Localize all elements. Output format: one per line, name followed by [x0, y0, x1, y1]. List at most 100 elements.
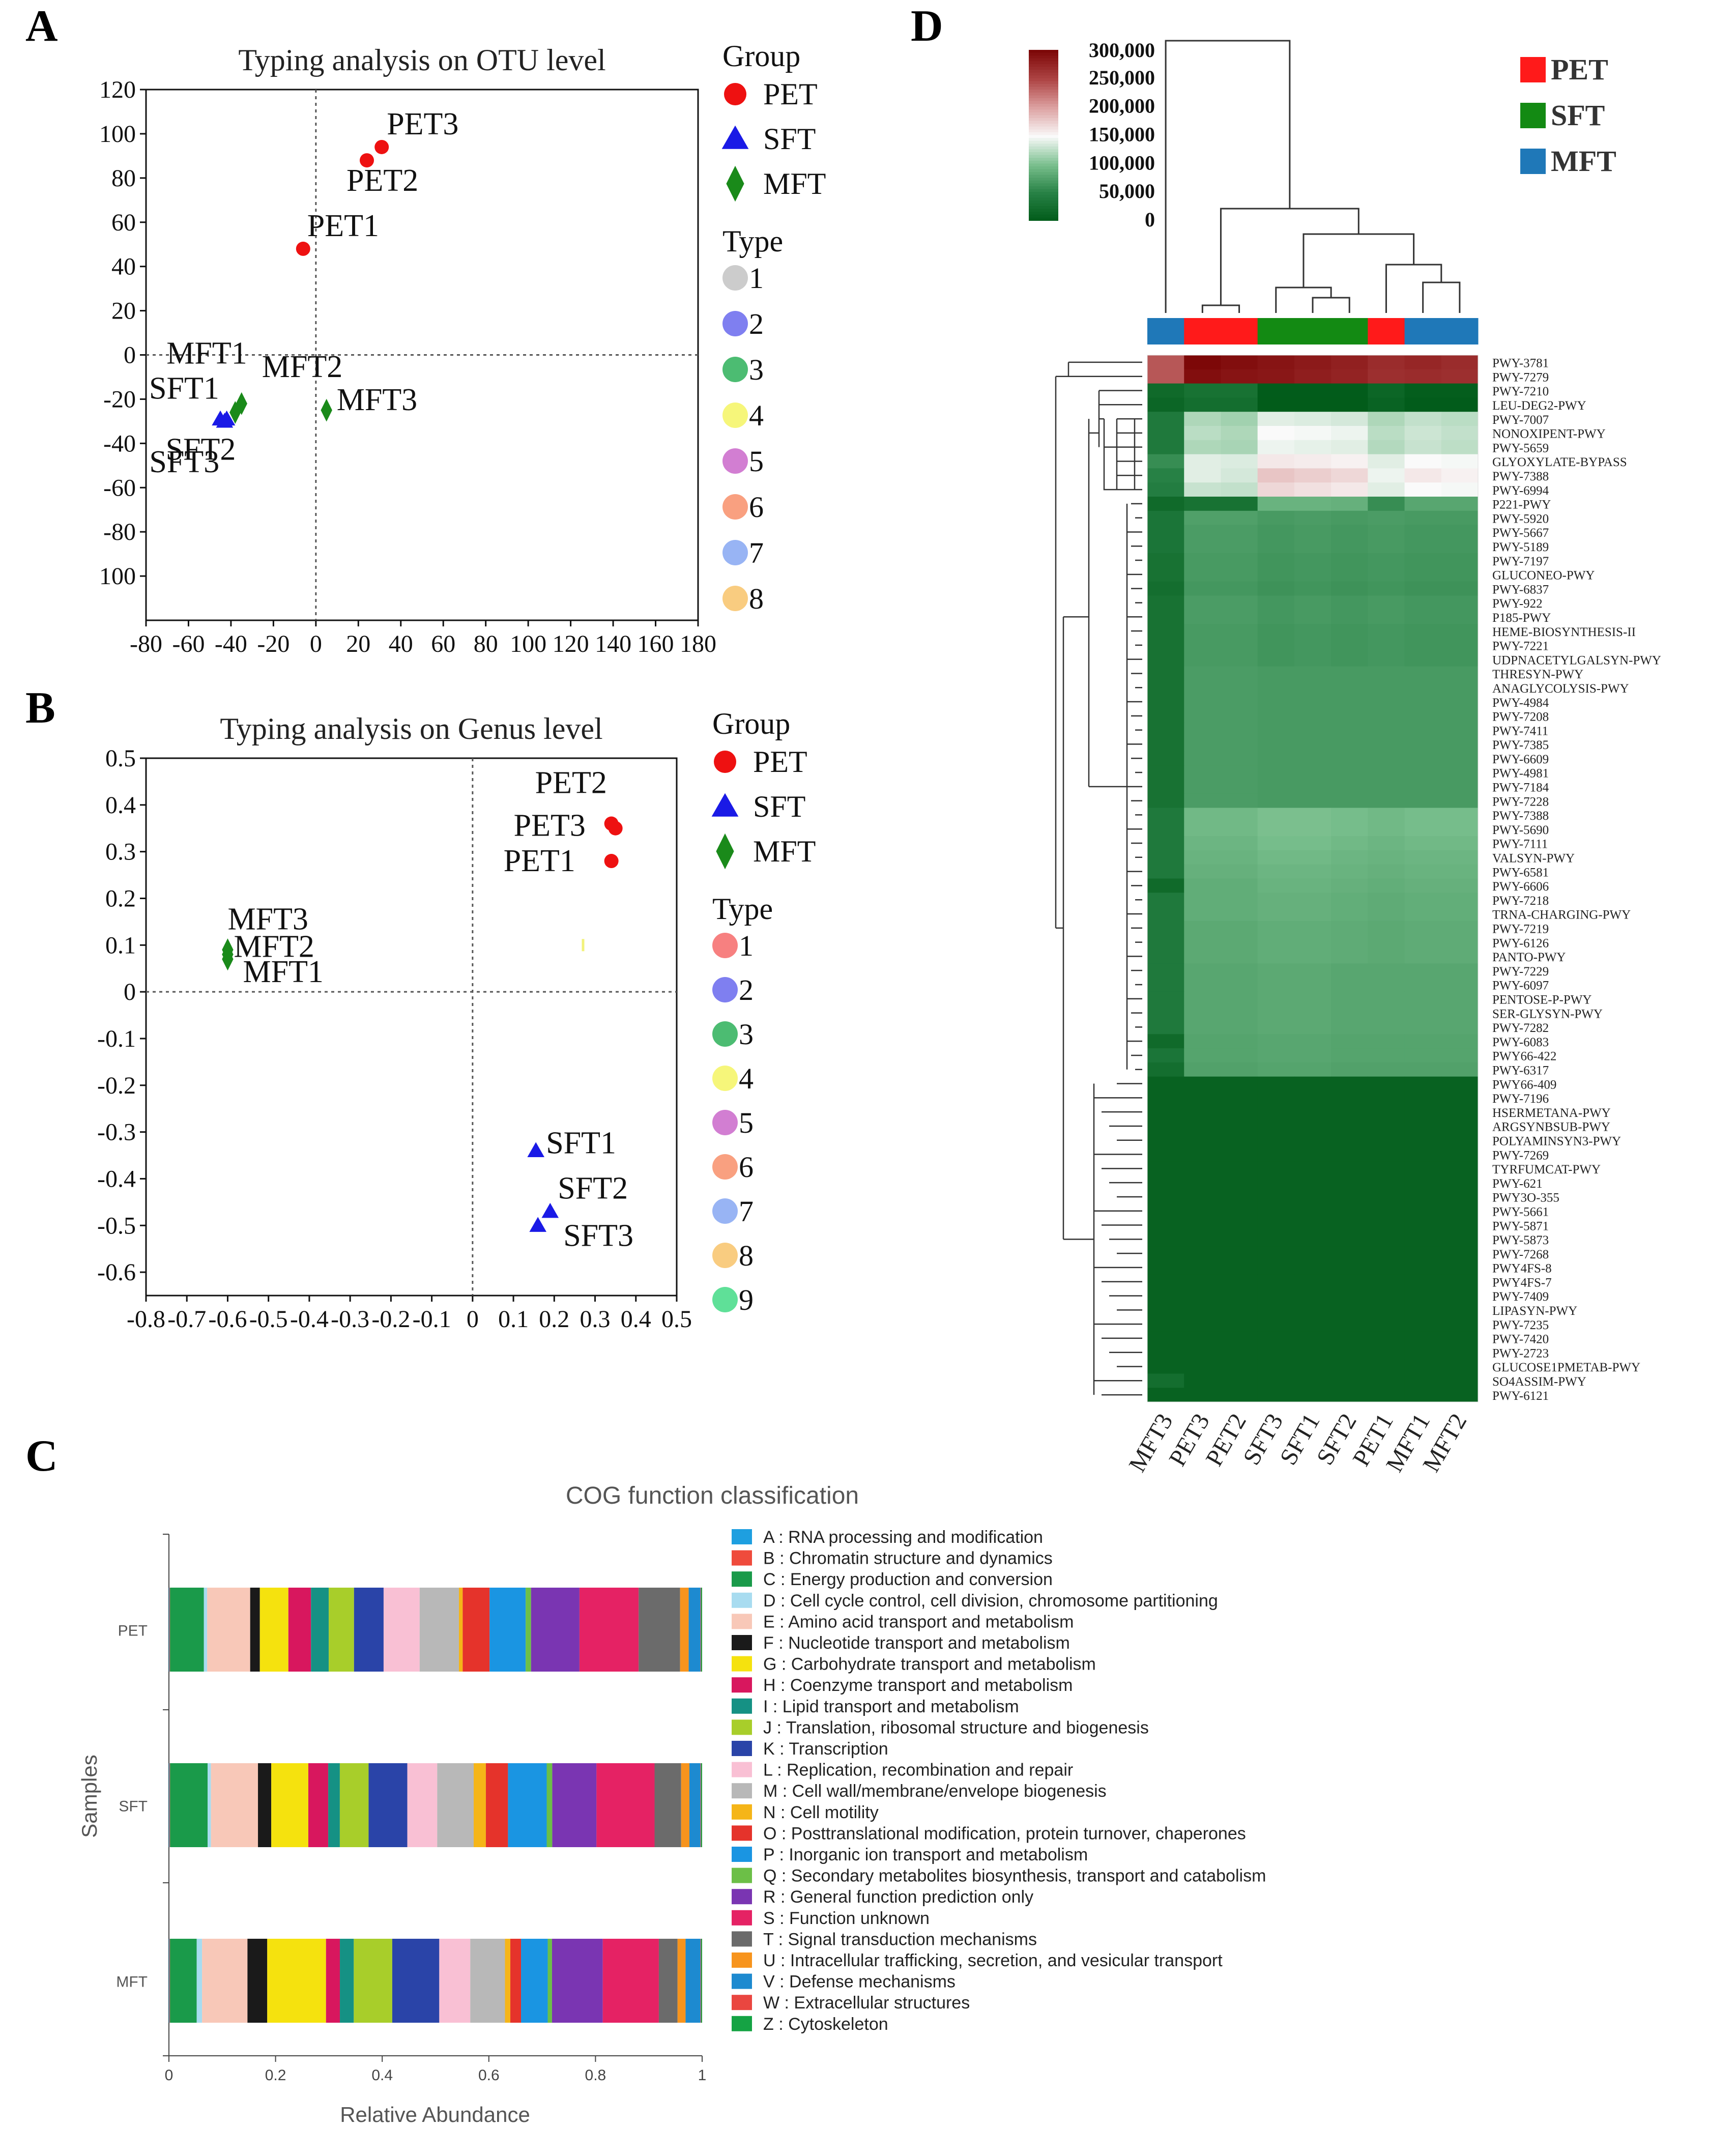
heatmap-cell — [1331, 1006, 1368, 1020]
plot-frame — [145, 757, 678, 1297]
bar-segment-p-pet — [489, 1588, 526, 1672]
bar-segment-n-pet — [459, 1588, 463, 1672]
heatmap-cell — [1257, 822, 1295, 837]
heatmap-cell — [1147, 355, 1184, 370]
point-label: SFT1 — [546, 1126, 616, 1160]
heatmap-cell — [1404, 695, 1442, 709]
point-label: MFT2 — [234, 930, 314, 964]
bar-segment-g-pet — [259, 1588, 288, 1672]
group-strip-cell — [1331, 318, 1368, 344]
colorbar-segment — [1029, 200, 1058, 204]
legend-swatch-b — [732, 1550, 752, 1566]
heatmap-cell — [1221, 468, 1258, 483]
heatmap-cell — [1368, 440, 1405, 455]
heatmap-cell — [1368, 1232, 1405, 1247]
x-tick-label: -0.6 — [208, 1306, 247, 1333]
bar-segment-r-pet — [531, 1588, 580, 1672]
heatmap-cell — [1331, 1119, 1368, 1134]
heatmap-cell — [1184, 1232, 1221, 1247]
heatmap-cell — [1331, 539, 1368, 554]
row-label: PWY-7229 — [1492, 965, 1549, 979]
heatmap-cell — [1221, 1345, 1258, 1360]
heatmap-cell — [1184, 638, 1221, 653]
legend-label: H : Coenzyme transport and metabolism — [763, 1676, 1073, 1695]
heatmap-cell — [1294, 949, 1332, 964]
legend-type-swatch — [722, 540, 748, 565]
heatmap-cell — [1441, 779, 1479, 794]
heatmap-cell — [1368, 1345, 1405, 1360]
heatmap-cell — [1404, 567, 1442, 582]
bar-segment-l-sft — [407, 1763, 438, 1847]
heatmap-cell — [1147, 949, 1184, 964]
heatmap-cell — [1221, 1034, 1258, 1049]
heatmap-cell — [1294, 1331, 1332, 1346]
heatmap-cell — [1441, 1232, 1479, 1247]
heatmap-cell — [1184, 793, 1221, 809]
heatmap-cell — [1221, 751, 1258, 766]
heatmap-cell — [1184, 369, 1221, 384]
heatmap-cell — [1257, 1119, 1295, 1134]
heatmap-cell — [1404, 1048, 1442, 1063]
legend-type-label: 2 — [739, 973, 754, 1007]
x-tick-label: -0.3 — [331, 1306, 369, 1333]
legend-type-swatch — [712, 1287, 738, 1312]
bar-segment-k-sft — [368, 1763, 408, 1847]
heatmap-cell — [1147, 850, 1184, 865]
heatmap-cell — [1331, 1260, 1368, 1275]
chart-title: COG function classification — [566, 1482, 859, 1509]
heatmap-cell — [1441, 737, 1479, 752]
heatmap-cell — [1147, 1359, 1184, 1374]
legend-swatch-d — [732, 1592, 752, 1608]
heatmap-cell — [1294, 1006, 1332, 1020]
colorbar-segment — [1029, 160, 1058, 164]
column-label: SFT1 — [1275, 1409, 1325, 1470]
heatmap-cell — [1368, 355, 1405, 370]
heatmap-cell — [1147, 425, 1184, 441]
colorbar-segment — [1029, 175, 1058, 179]
legend-swatch-i — [732, 1698, 752, 1714]
heatmap-cell — [1147, 454, 1184, 469]
row-label: PWY-7218 — [1492, 894, 1549, 908]
heatmap-cell — [1184, 1048, 1221, 1063]
heatmap-cell — [1294, 1345, 1332, 1360]
heatmap-cell — [1257, 1274, 1295, 1289]
y-tick-label: 0.3 — [105, 839, 136, 866]
point-label: SFT3 — [563, 1218, 633, 1253]
y-tick-label: -0.1 — [97, 1025, 136, 1052]
legend-type-label: 1 — [739, 929, 754, 962]
heatmap-cell — [1368, 482, 1405, 497]
heatmap-cell — [1368, 723, 1405, 738]
heatmap-cell — [1184, 652, 1221, 667]
heatmap-cell — [1184, 765, 1221, 780]
heatmap-cell — [1294, 482, 1332, 497]
legend-swatch-e — [732, 1614, 752, 1629]
heatmap-cell — [1257, 1105, 1295, 1119]
heatmap-cell — [1294, 695, 1332, 709]
heatmap-cell — [1221, 1260, 1258, 1275]
heatmap-cell — [1331, 907, 1368, 922]
heatmap-cell — [1368, 383, 1405, 398]
heatmap-cell — [1184, 864, 1221, 879]
heatmap-cell — [1221, 482, 1258, 497]
heatmap-cell — [1257, 1048, 1295, 1063]
heatmap-cell — [1331, 1175, 1368, 1190]
heatmap-cell — [1404, 652, 1442, 667]
heatmap-cell — [1147, 765, 1184, 780]
heatmap-cell — [1184, 1345, 1221, 1360]
bar-segment-q-pet — [526, 1588, 531, 1672]
heatmap-cell — [1368, 397, 1405, 412]
data-point-pet2 — [360, 153, 374, 168]
heatmap-cell — [1404, 397, 1442, 412]
heatmap-cell — [1257, 1020, 1295, 1035]
heatmap-cell — [1404, 496, 1442, 511]
row-label: PWY-5189 — [1492, 540, 1549, 554]
heatmap-cell — [1404, 949, 1442, 964]
heatmap-cell — [1331, 610, 1368, 624]
heatmap-cell — [1257, 510, 1295, 526]
heatmap-cell — [1147, 440, 1184, 455]
heatmap-cell — [1404, 1105, 1442, 1119]
heatmap-cell — [1221, 440, 1258, 455]
bar-segment-c-sft — [170, 1763, 208, 1847]
heatmap-cell — [1441, 1076, 1479, 1091]
